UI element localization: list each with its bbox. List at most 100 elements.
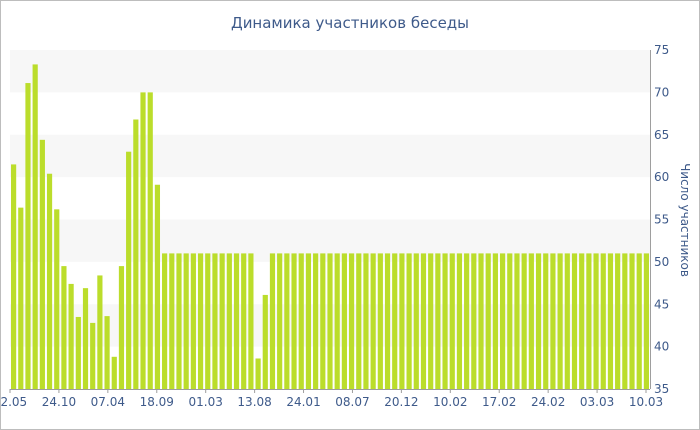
bar	[305, 253, 312, 389]
y-tick-label: 70	[654, 85, 669, 99]
bar	[413, 253, 419, 389]
bar	[269, 253, 276, 389]
y-tick-label: 55	[654, 213, 669, 227]
x-tick-label: 08.07	[335, 395, 369, 409]
bar	[327, 253, 333, 389]
bar	[377, 253, 383, 389]
x-tick-label: 17.02	[482, 395, 516, 409]
grid-band	[10, 50, 650, 93]
bar	[126, 151, 132, 389]
bar	[219, 253, 225, 389]
bar	[133, 119, 139, 389]
bar	[118, 266, 125, 389]
bar	[154, 184, 161, 389]
bar	[356, 253, 362, 389]
bar	[11, 164, 17, 389]
bar	[535, 253, 542, 389]
bar	[90, 322, 96, 389]
bar	[111, 356, 117, 389]
bar	[485, 253, 491, 389]
bar	[500, 253, 506, 389]
bar	[564, 253, 570, 389]
bar	[528, 253, 534, 389]
bar	[68, 283, 74, 389]
bar	[176, 253, 182, 389]
bar	[392, 253, 398, 389]
bar	[262, 294, 268, 389]
bars	[11, 64, 649, 390]
bar	[363, 253, 369, 389]
bar	[521, 253, 527, 389]
bar	[82, 288, 89, 389]
bar	[636, 253, 642, 389]
bar	[320, 253, 326, 389]
bar	[615, 253, 621, 389]
bar	[190, 253, 196, 389]
bar	[233, 253, 240, 389]
x-ticks: 12.05 24.10 07.04 18.09 01.03 13.08 24.01 08.07…	[0, 389, 663, 409]
bar	[406, 253, 412, 389]
bar	[557, 253, 563, 389]
x-tick-label: 24.01	[286, 395, 320, 409]
bar	[456, 253, 463, 389]
bar	[629, 253, 635, 389]
bar	[449, 253, 455, 389]
bar	[255, 358, 261, 389]
y-tick-label: 65	[654, 128, 669, 142]
x-tick-label: 18.09	[140, 395, 174, 409]
bar	[593, 253, 599, 389]
x-tick-label: 03.03	[580, 395, 614, 409]
x-tick-label: 12.05	[0, 395, 27, 409]
bar	[600, 253, 606, 389]
x-tick-label: 10.02	[433, 395, 467, 409]
bar	[507, 253, 513, 389]
bar	[478, 253, 484, 389]
bar	[140, 92, 146, 390]
bar	[212, 253, 218, 389]
bar	[162, 253, 168, 389]
y-tick-label: 45	[654, 297, 669, 311]
bar	[169, 253, 175, 389]
bar	[75, 316, 81, 389]
bar	[514, 253, 520, 389]
x-tick-label: 01.03	[189, 395, 223, 409]
bar	[420, 253, 427, 389]
bar	[334, 253, 340, 389]
bar	[183, 253, 189, 389]
bar	[341, 253, 347, 389]
grid-band	[10, 134, 650, 178]
bar	[25, 83, 31, 390]
bar	[284, 253, 290, 389]
x-tick-label: 24.02	[531, 395, 565, 409]
bar	[39, 139, 45, 389]
bar	[384, 253, 391, 389]
bar	[370, 253, 376, 389]
bar	[54, 209, 60, 389]
bar	[291, 253, 297, 389]
bar	[104, 316, 110, 389]
y-ticks: 35 40 45 50 55 60 65 70 75	[654, 43, 669, 396]
bar	[197, 253, 204, 389]
bar	[471, 253, 477, 389]
bar	[586, 253, 592, 389]
bar	[205, 253, 211, 389]
x-tick-label: 10.03	[629, 395, 663, 409]
bar	[147, 92, 153, 390]
bar	[571, 253, 578, 389]
bar	[543, 253, 549, 389]
y-tick-label: 75	[654, 43, 669, 57]
bar	[579, 253, 585, 389]
bar	[435, 253, 441, 389]
x-tick-label: 20.12	[384, 395, 418, 409]
bar	[622, 253, 628, 389]
x-tick-label: 07.04	[91, 395, 125, 409]
y-axis-label: Число участников	[678, 163, 692, 277]
bar	[18, 207, 24, 389]
bar	[248, 253, 254, 389]
bar	[492, 253, 498, 389]
x-tick-label: 13.08	[237, 395, 271, 409]
y-tick-label: 35	[654, 382, 669, 396]
chart-title: Динамика участников беседы	[231, 14, 469, 32]
bar	[643, 253, 649, 389]
